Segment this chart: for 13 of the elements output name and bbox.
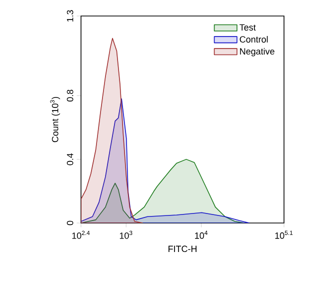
legend-label: Negative (240, 48, 274, 56)
legend-label: Test (240, 24, 256, 31)
y-tick-label: 0.8 (66, 90, 74, 102)
x-tick-label: 10$^{4}$ (195, 230, 208, 239)
x-tick-label: 10$^{2.4}$ (72, 230, 90, 239)
y-tick-label: 0.4 (66, 153, 74, 166)
y-tick-label: 1.3 (66, 10, 74, 22)
x-tick-label: 10$^{3}$ (120, 230, 132, 239)
y-tick-label: 0 (66, 220, 74, 226)
x-tick-label: 10$^{5.1}$ (275, 230, 293, 239)
y-axis-title: Count (10$^{3}$) (50, 96, 60, 142)
x-axis-title: FITC-H (168, 246, 196, 252)
legend-label: Control (240, 36, 268, 43)
